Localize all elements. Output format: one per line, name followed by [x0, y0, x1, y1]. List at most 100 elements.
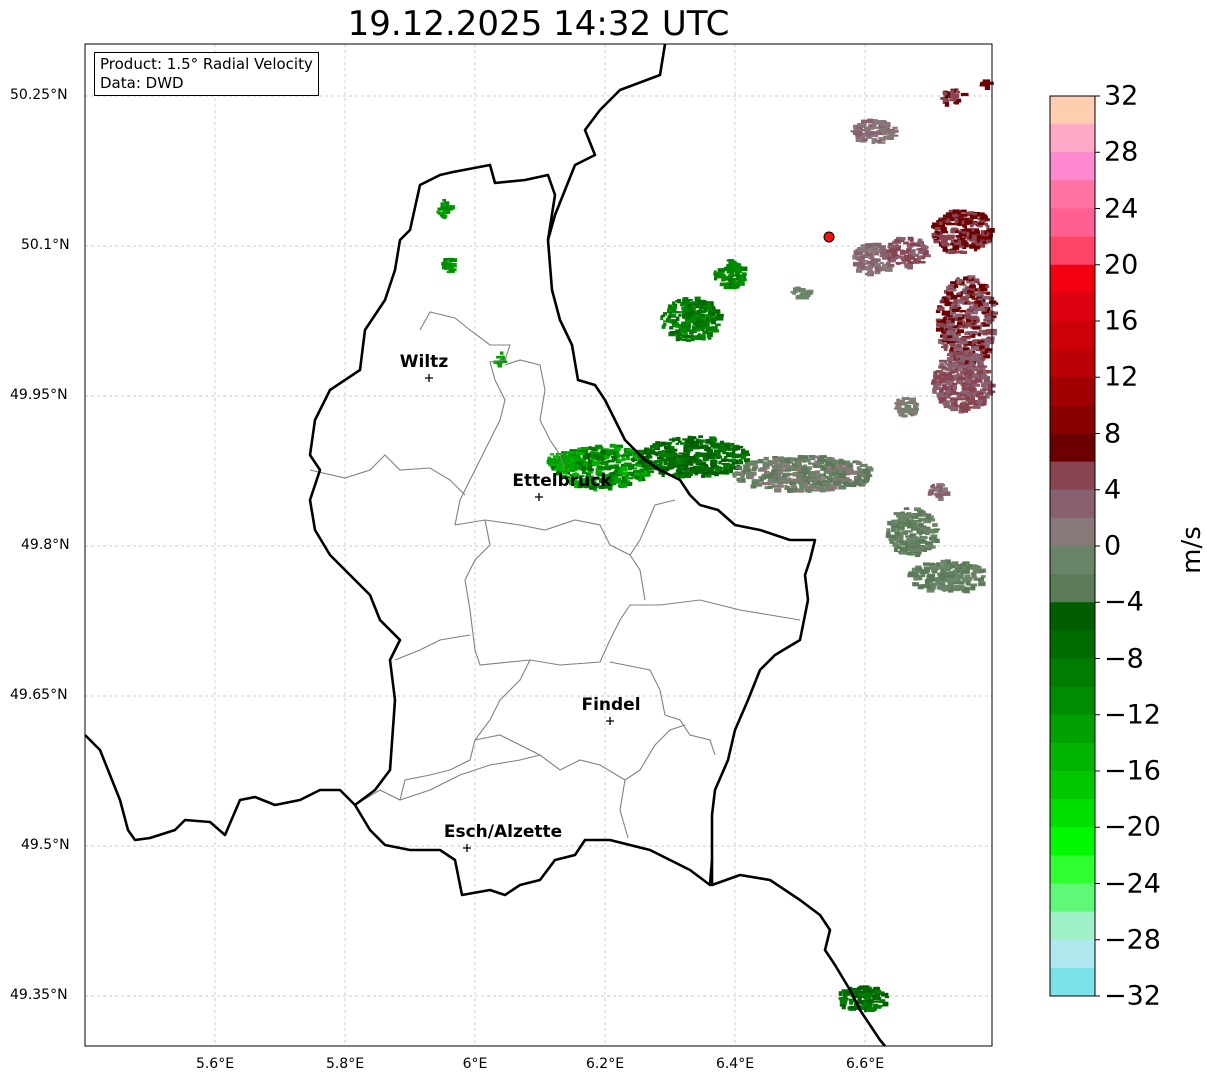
echo-pixel	[624, 462, 632, 468]
echo-pixel	[832, 478, 840, 483]
echo-pixel	[865, 988, 871, 993]
echo-pixel	[826, 457, 835, 462]
echo-pixel	[945, 578, 949, 582]
echo-pixel	[977, 217, 983, 221]
echo-pixel	[875, 267, 882, 272]
echo-pixel	[956, 91, 961, 94]
echo-pixel	[567, 461, 572, 465]
echo-pixel	[979, 343, 984, 347]
echo-pixel	[663, 452, 669, 457]
echo-pixel	[678, 452, 686, 455]
echo-pixel	[965, 394, 970, 400]
echo-pixel	[947, 574, 955, 578]
echo-pixel	[911, 545, 919, 549]
echo-pixel	[972, 343, 977, 348]
echo-pixel	[719, 440, 725, 446]
echo-pixel	[918, 575, 923, 579]
echo-pixel	[764, 457, 769, 461]
echo-pixel	[819, 488, 826, 493]
echo-pixel	[896, 236, 902, 240]
france-germany-border	[710, 860, 886, 1047]
lat-tick: 50.25°N	[10, 87, 68, 103]
echo-pixel	[861, 265, 866, 270]
echo-pixel	[442, 215, 447, 219]
echo-pixel	[497, 362, 502, 368]
echo-pixel	[945, 360, 950, 362]
echo-pixel	[577, 447, 582, 451]
echo-pixel	[852, 132, 860, 135]
echo-pixel	[865, 466, 873, 469]
echo-pixel	[955, 235, 963, 238]
echo-pixel	[932, 236, 939, 239]
echo-pixel	[842, 994, 848, 998]
echo-pixel	[989, 330, 997, 336]
echo-pixel	[973, 402, 978, 408]
echo-pixel	[574, 460, 579, 465]
echo-pixel	[706, 314, 713, 318]
echo-pixel	[930, 534, 938, 540]
echo-pixel	[806, 488, 815, 492]
echo-pixel	[984, 296, 992, 300]
echo-pixel	[947, 321, 955, 327]
echo-pixel	[905, 539, 909, 543]
echo-pixel	[676, 333, 680, 339]
echo-pixel	[981, 230, 985, 235]
echo-pixel	[774, 488, 782, 493]
echo-pixel	[985, 313, 991, 317]
echo-pixel	[906, 519, 914, 523]
echo-pixel	[922, 549, 927, 552]
echo-pixel	[974, 228, 979, 233]
echo-pixel	[952, 378, 957, 381]
echo-pixel	[721, 278, 726, 282]
echo-pixel	[869, 124, 877, 127]
echo-pixel	[705, 439, 709, 444]
echo-pixel	[824, 482, 832, 488]
echo-pixel	[863, 1004, 871, 1008]
echo-pixel	[949, 388, 955, 394]
echo-pixel	[689, 302, 695, 306]
echo-pixel	[907, 537, 916, 543]
echo-pixel	[938, 221, 943, 225]
echo-pixel	[928, 562, 936, 566]
echo-pixel	[640, 470, 648, 474]
echo-pixel	[690, 333, 694, 336]
echo-pixel	[700, 314, 706, 318]
echo-pixel	[964, 220, 972, 224]
echo-pixel	[645, 455, 653, 459]
echo-pixel	[885, 267, 893, 272]
echo-pixel	[710, 444, 716, 448]
echo-pixel	[856, 126, 862, 130]
echo-pixel	[958, 380, 963, 383]
echo-pixel	[643, 449, 647, 455]
echo-pixel	[872, 242, 876, 247]
colorbar-segment	[1050, 349, 1095, 378]
echo-pixel	[983, 343, 990, 348]
echo-pixel	[731, 455, 738, 459]
echo-pixel	[915, 515, 919, 519]
echo-pixel	[598, 453, 606, 459]
echo-pixel	[688, 299, 693, 302]
echo-pixel	[961, 326, 968, 329]
echo-pixel	[589, 486, 595, 490]
echo-pixel	[607, 476, 614, 482]
echo-pixel	[943, 347, 948, 351]
echo-pixel	[977, 291, 983, 296]
echo-pixel	[701, 444, 709, 448]
echo-pixel	[952, 340, 960, 344]
echo-pixel	[865, 474, 873, 478]
echo-pixel	[796, 461, 802, 466]
echo-pixel	[671, 437, 675, 443]
echo-pixel	[701, 474, 706, 478]
echo-pixel	[944, 564, 952, 569]
echo-pixel	[919, 513, 924, 517]
echo-pixel	[956, 569, 960, 573]
echo-pixel	[967, 289, 975, 295]
echo-pixel	[951, 325, 958, 328]
echo-pixel	[979, 361, 983, 366]
echo-pixel	[615, 459, 624, 462]
echo-pixel	[819, 473, 824, 477]
echo-pixel	[675, 463, 683, 468]
echo-pixel	[944, 559, 951, 564]
colorbar-segment	[1050, 236, 1095, 266]
echo-pixel	[577, 462, 584, 467]
